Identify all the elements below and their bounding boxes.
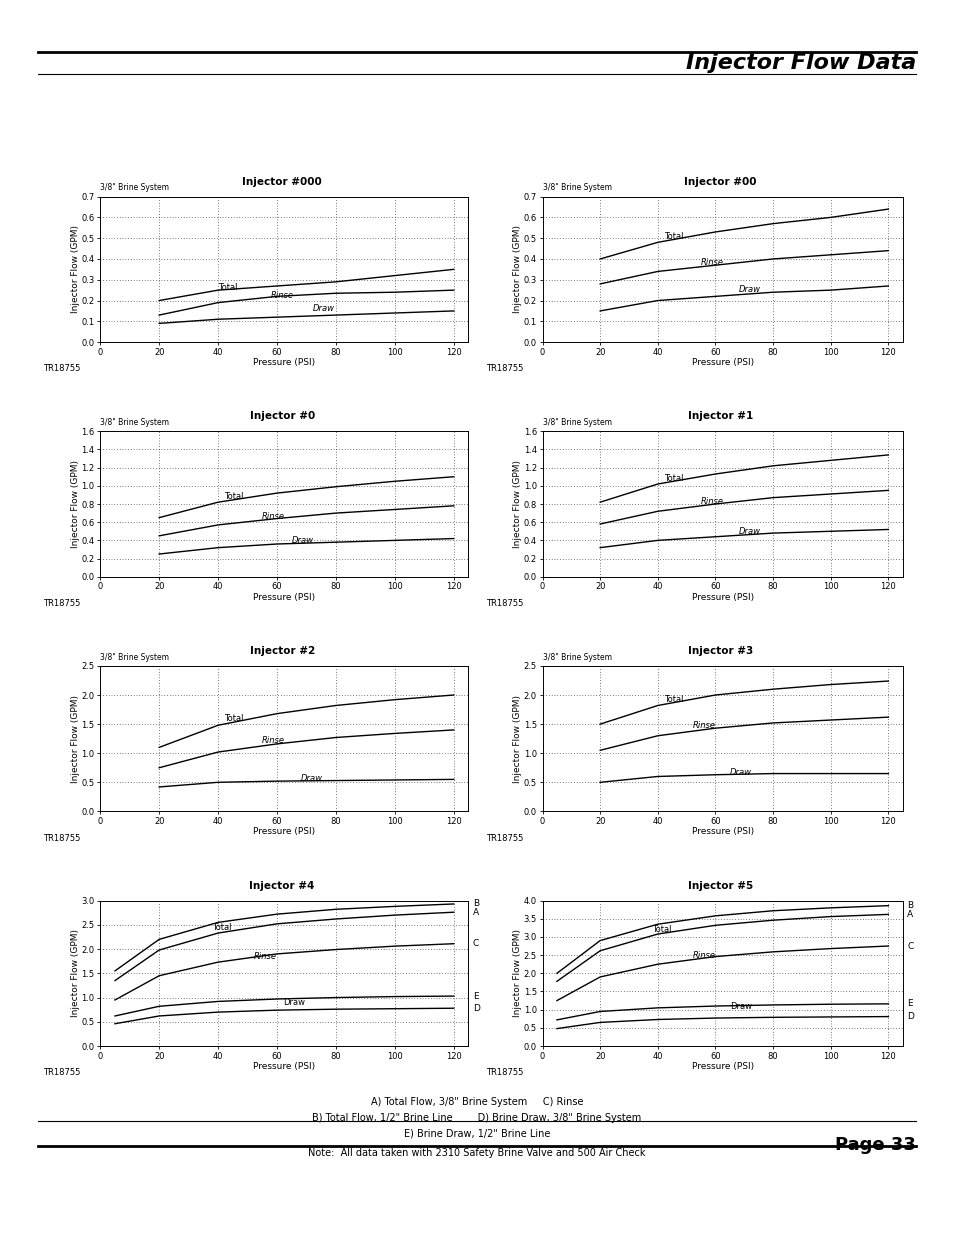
Text: TR18755: TR18755 (486, 834, 523, 842)
Text: TR18755: TR18755 (43, 1068, 80, 1077)
X-axis label: Pressure (PSI): Pressure (PSI) (253, 593, 315, 601)
Text: E: E (906, 999, 912, 1008)
Text: Injector #2: Injector #2 (250, 646, 314, 656)
Text: C: C (906, 941, 912, 951)
Text: Note:  All data taken with 2310 Safety Brine Valve and 500 Air Check: Note: All data taken with 2310 Safety Br… (308, 1149, 645, 1158)
Y-axis label: Injector Flow (GPM): Injector Flow (GPM) (513, 929, 522, 1018)
X-axis label: Pressure (PSI): Pressure (PSI) (691, 358, 753, 367)
Text: Rinse: Rinse (692, 721, 715, 730)
Text: E) Brine Draw, 1/2" Brine Line: E) Brine Draw, 1/2" Brine Line (403, 1129, 550, 1139)
Text: A: A (906, 910, 912, 919)
X-axis label: Pressure (PSI): Pressure (PSI) (691, 593, 753, 601)
Text: Draw: Draw (738, 527, 760, 536)
Text: Total: Total (224, 493, 243, 501)
X-axis label: Pressure (PSI): Pressure (PSI) (691, 827, 753, 836)
Text: Draw: Draw (300, 774, 322, 783)
Y-axis label: Injector Flow (GPM): Injector Flow (GPM) (71, 225, 80, 314)
Text: Draw: Draw (738, 284, 760, 294)
Text: Draw: Draw (283, 998, 305, 1007)
Text: E: E (473, 992, 478, 1000)
Y-axis label: Injector Flow (GPM): Injector Flow (GPM) (71, 459, 80, 548)
Text: Total: Total (663, 695, 682, 704)
Text: TR18755: TR18755 (486, 599, 523, 608)
Text: 3/8" Brine System: 3/8" Brine System (542, 183, 611, 193)
Text: Injector #3: Injector #3 (687, 646, 752, 656)
Text: Draw: Draw (729, 768, 751, 777)
Text: TR18755: TR18755 (43, 364, 80, 373)
Text: Total: Total (663, 474, 682, 483)
X-axis label: Pressure (PSI): Pressure (PSI) (253, 358, 315, 367)
Text: Injector #1: Injector #1 (687, 411, 752, 421)
Text: Draw: Draw (292, 536, 314, 545)
X-axis label: Pressure (PSI): Pressure (PSI) (253, 1062, 315, 1071)
Text: Total: Total (218, 283, 237, 291)
Text: 3/8" Brine System: 3/8" Brine System (100, 652, 169, 662)
Text: Injector #5: Injector #5 (687, 881, 752, 890)
Y-axis label: Injector Flow (GPM): Injector Flow (GPM) (513, 459, 522, 548)
Y-axis label: Injector Flow (GPM): Injector Flow (GPM) (513, 694, 522, 783)
Text: Draw: Draw (312, 304, 334, 314)
Text: TR18755: TR18755 (43, 834, 80, 842)
Text: Rinse: Rinse (253, 952, 276, 961)
Text: 3/8" Brine System: 3/8" Brine System (100, 183, 169, 193)
Text: Rinse: Rinse (262, 513, 285, 521)
Y-axis label: Injector Flow (GPM): Injector Flow (GPM) (513, 225, 522, 314)
Text: B: B (473, 899, 478, 909)
Text: Total: Total (212, 923, 232, 931)
Text: 3/8" Brine System: 3/8" Brine System (542, 417, 611, 427)
Text: Total: Total (224, 714, 243, 722)
Text: Rinse: Rinse (700, 496, 723, 506)
Text: TR18755: TR18755 (43, 599, 80, 608)
Text: Rinse: Rinse (262, 736, 285, 745)
Text: TR18755: TR18755 (486, 1068, 523, 1077)
X-axis label: Pressure (PSI): Pressure (PSI) (691, 1062, 753, 1071)
Text: Rinse: Rinse (271, 290, 294, 300)
Text: A) Total Flow, 3/8" Brine System     C) Rinse: A) Total Flow, 3/8" Brine System C) Rins… (371, 1097, 582, 1107)
Text: 3/8" Brine System: 3/8" Brine System (100, 417, 169, 427)
X-axis label: Pressure (PSI): Pressure (PSI) (253, 827, 315, 836)
Text: A: A (473, 908, 478, 916)
Text: D: D (906, 1013, 913, 1021)
Text: Injector #4: Injector #4 (249, 881, 314, 890)
Text: Rinse: Rinse (700, 258, 723, 267)
Text: Total: Total (652, 925, 671, 934)
Text: Injector #000: Injector #000 (242, 177, 322, 186)
Y-axis label: Injector Flow (GPM): Injector Flow (GPM) (71, 929, 80, 1018)
Text: Draw: Draw (729, 1002, 751, 1010)
Text: Injector #00: Injector #00 (683, 177, 756, 186)
Text: TR18755: TR18755 (486, 364, 523, 373)
Text: 3/8" Brine System: 3/8" Brine System (542, 652, 611, 662)
Text: Page 33: Page 33 (834, 1136, 915, 1153)
Text: Injector #0: Injector #0 (250, 411, 314, 421)
Text: B) Total Flow, 1/2" Brine Line        D) Brine Draw, 3/8" Brine System: B) Total Flow, 1/2" Brine Line D) Brine … (312, 1113, 641, 1123)
Text: D: D (473, 1004, 479, 1013)
Text: Total: Total (663, 232, 682, 241)
Text: Injector Flow Data: Injector Flow Data (685, 53, 915, 73)
Text: C: C (473, 940, 478, 948)
Y-axis label: Injector Flow (GPM): Injector Flow (GPM) (71, 694, 80, 783)
Text: B: B (906, 902, 912, 910)
Text: Rinse: Rinse (692, 951, 715, 960)
